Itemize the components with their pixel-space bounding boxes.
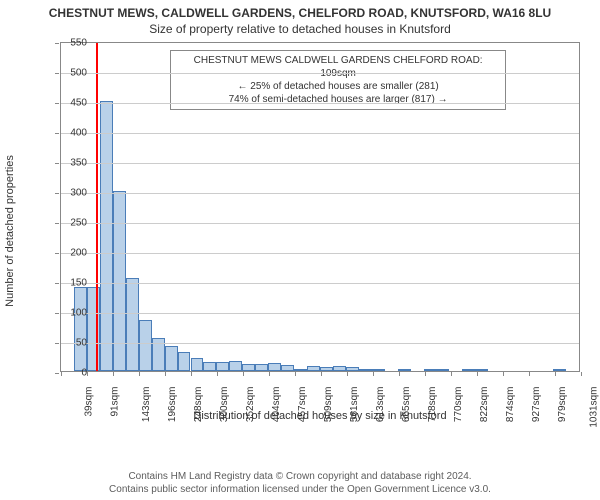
bar [398,369,411,371]
y-tick [55,163,59,164]
bar [475,369,488,371]
bar [437,369,450,371]
x-tick [217,372,218,376]
bar [74,287,87,371]
gridline [61,283,579,284]
x-tick [139,372,140,376]
bar [281,365,294,371]
annotation-line1: CHESTNUT MEWS CALDWELL GARDENS CHELFORD … [177,54,500,80]
annotation-box: CHESTNUT MEWS CALDWELL GARDENS CHELFORD … [170,50,507,110]
bar [203,362,216,371]
y-tick [55,73,59,74]
bar [320,367,333,371]
y-tick [55,223,59,224]
page-title-line1: CHESTNUT MEWS, CALDWELL GARDENS, CHELFOR… [0,0,600,20]
x-tick [243,372,244,376]
y-tick [55,133,59,134]
bar [126,278,139,371]
plot-area: CHESTNUT MEWS CALDWELL GARDENS CHELFORD … [60,42,580,372]
footer: Contains HM Land Registry data © Crown c… [0,470,600,496]
x-tick [347,372,348,376]
bar [268,363,281,371]
y-tick [55,343,59,344]
y-tick-label: 500 [61,68,87,79]
bar [553,369,566,371]
y-tick-label: 450 [61,98,87,109]
chart-container: Number of detached properties CHESTNUT M… [28,42,583,420]
y-tick [55,103,59,104]
y-tick [55,193,59,194]
bar [333,366,346,371]
bar [424,369,437,371]
y-tick-label: 200 [61,248,87,259]
x-tick [477,372,478,376]
x-tick [373,372,374,376]
x-tick [87,372,88,376]
bar [165,346,178,371]
y-tick [55,283,59,284]
x-tick [425,372,426,376]
x-tick [555,372,556,376]
gridline [61,73,579,74]
gridline [61,343,579,344]
gridline [61,253,579,254]
bar [359,369,372,371]
bar [178,352,191,371]
x-tick [113,372,114,376]
y-tick-label: 100 [61,308,87,319]
bar [462,369,475,371]
footer-line2: Contains public sector information licen… [0,483,600,496]
y-tick-label: 50 [61,338,87,349]
gridline [61,223,579,224]
bar [294,369,307,371]
marker-line [96,43,98,371]
y-tick-label: 350 [61,158,87,169]
annotation-line2: ← 25% of detached houses are smaller (28… [177,80,500,93]
y-tick [55,313,59,314]
bar [372,369,385,371]
y-tick-label: 550 [61,38,87,49]
x-tick [295,372,296,376]
bar [216,362,229,371]
y-tick-label: 400 [61,128,87,139]
y-axis-label: Number of detached properties [4,155,16,307]
bar [255,364,268,371]
x-tick [503,372,504,376]
x-tick [399,372,400,376]
y-tick-label: 150 [61,278,87,289]
bar [100,101,113,371]
y-tick [55,43,59,44]
bar [139,320,152,371]
x-tick [165,372,166,376]
y-tick-label: 250 [61,218,87,229]
x-tick [321,372,322,376]
x-tick [581,372,582,376]
x-tick [191,372,192,376]
gridline [61,193,579,194]
bar [113,191,126,371]
page-title-line2: Size of property relative to detached ho… [0,20,600,40]
bar [346,367,359,371]
gridline [61,133,579,134]
x-tick [529,372,530,376]
bar [307,366,320,371]
y-tick [55,253,59,254]
y-tick-label: 300 [61,188,87,199]
x-axis-label: Distribution of detached houses by size … [60,410,580,422]
y-tick [55,373,59,374]
gridline [61,313,579,314]
x-tick [269,372,270,376]
y-tick-label: 0 [61,368,87,379]
bar [229,361,242,371]
x-tick-label: 1031sqm [589,387,600,428]
bar [87,287,100,371]
x-tick [451,372,452,376]
footer-line1: Contains HM Land Registry data © Crown c… [0,470,600,483]
bar [242,364,255,371]
bar [191,358,204,371]
x-tick [61,372,62,376]
gridline [61,103,579,104]
gridline [61,163,579,164]
